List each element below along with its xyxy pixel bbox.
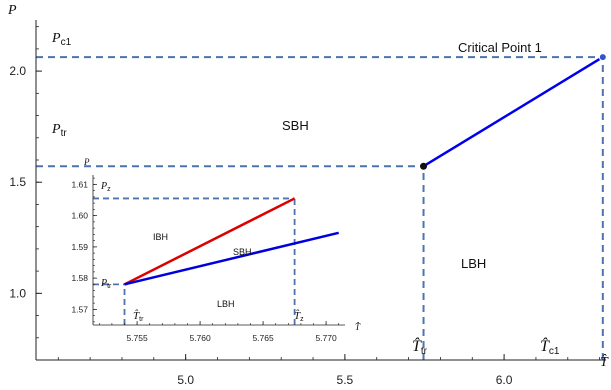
inset-series-line-1 [123, 197, 296, 286]
main-y-tick-label: 2.0 [9, 64, 26, 78]
inset-x-ticks: 5.755 5.760 5.765 5.770 [98, 321, 340, 343]
inset-series-line-2 [124, 231, 339, 286]
p-tr-sub: tr [61, 128, 68, 139]
inset-y-tick-label: 1.60 [71, 211, 88, 221]
inset-chart: 5.755 5.760 5.765 5.770 1.57 1.58 1.59 1.60 1.6… [71, 157, 361, 343]
inset-x-tick-label: 5.770 [315, 333, 337, 343]
inset-x-axis-label: T̂ [355, 322, 361, 332]
inset-ibh-label: IBH [153, 232, 168, 242]
main-x-ticks: 5.0 5.5 6.0 [57, 354, 601, 387]
inset-lbh-label: LBH [217, 299, 235, 309]
main-x-tick-label: 6.0 [496, 373, 513, 387]
main-y-tick-label: 1.0 [9, 286, 26, 300]
p-tr-label: Ptr [51, 122, 67, 139]
inset-series-group [123, 197, 339, 286]
p-tr-main: P [51, 122, 61, 137]
inset-y-ticks: 1.57 1.58 1.59 1.60 1.61 [71, 177, 97, 323]
inset-y-tick-label: 1.59 [71, 242, 88, 252]
main-y-axis-label: P [7, 3, 17, 18]
t-c1-label: T̂c1 [540, 336, 560, 357]
inset-guides [93, 197, 296, 325]
main-point-1 [420, 162, 428, 170]
main-lbh-label: LBH [461, 256, 486, 271]
main-x-tick-label: 5.5 [337, 373, 354, 387]
critical-point-label: Critical Point 1 [458, 40, 542, 55]
main-chart: 5.0 5.5 6.0 1.0 1.5 2.0 P T̂ Critical Point … [7, 3, 609, 387]
p-c1-main: P [51, 31, 61, 46]
inset-y-tick-label: 1.61 [71, 179, 88, 189]
p-c1-sub: c1 [61, 37, 72, 48]
inset-y-tick-label: 1.57 [71, 304, 88, 314]
inset-y-tick-label: 1.58 [71, 273, 88, 283]
inset-p-tr-main: P [100, 278, 107, 289]
inset-p-z-sub: z [107, 186, 111, 193]
inset-t-tr-main: T̂ [133, 309, 140, 322]
main-points-group [420, 53, 607, 170]
t-c1-sub: c1 [549, 346, 560, 357]
inset-t-tr-label: T̂tr [133, 309, 144, 323]
inset-t-z-main: T̂ [294, 309, 301, 322]
t-tr-main: T̂ [412, 336, 422, 355]
main-sbh-label: SBH [282, 118, 309, 133]
t-tr-label: T̂tr [412, 336, 428, 357]
inset-x-tick-label: 5.755 [126, 333, 148, 343]
main-series-group [422, 56, 604, 168]
t-c1-main: T̂ [540, 336, 550, 355]
main-guides [36, 56, 604, 360]
inset-sbh-label: SBH [233, 247, 252, 257]
inset-x-tick-label: 5.760 [189, 333, 211, 343]
main-y-ticks: 1.0 1.5 2.0 [9, 26, 42, 361]
main-point-2 [598, 53, 607, 62]
p-c1-label: Pc1 [51, 31, 72, 48]
main-y-tick-label: 1.5 [9, 175, 26, 189]
inset-p-z-label: Pz [100, 181, 111, 193]
main-x-tick-label: 5.0 [177, 373, 194, 387]
inset-y-axis-label: P [83, 157, 90, 167]
t-tr-sub: tr [421, 346, 428, 357]
inset-t-z-label: T̂z [294, 309, 304, 323]
inset-p-tr-label: Ptr [100, 278, 112, 290]
inset-x-tick-label: 5.765 [252, 333, 274, 343]
inset-t-tr-sub: tr [139, 316, 144, 323]
main-x-axis-label: T̂ [600, 354, 609, 370]
inset-p-tr-sub: tr [107, 283, 112, 290]
inset-t-z-sub: z [300, 316, 304, 323]
inset-p-z-main: P [100, 181, 107, 192]
main-series-line-1 [422, 56, 604, 168]
